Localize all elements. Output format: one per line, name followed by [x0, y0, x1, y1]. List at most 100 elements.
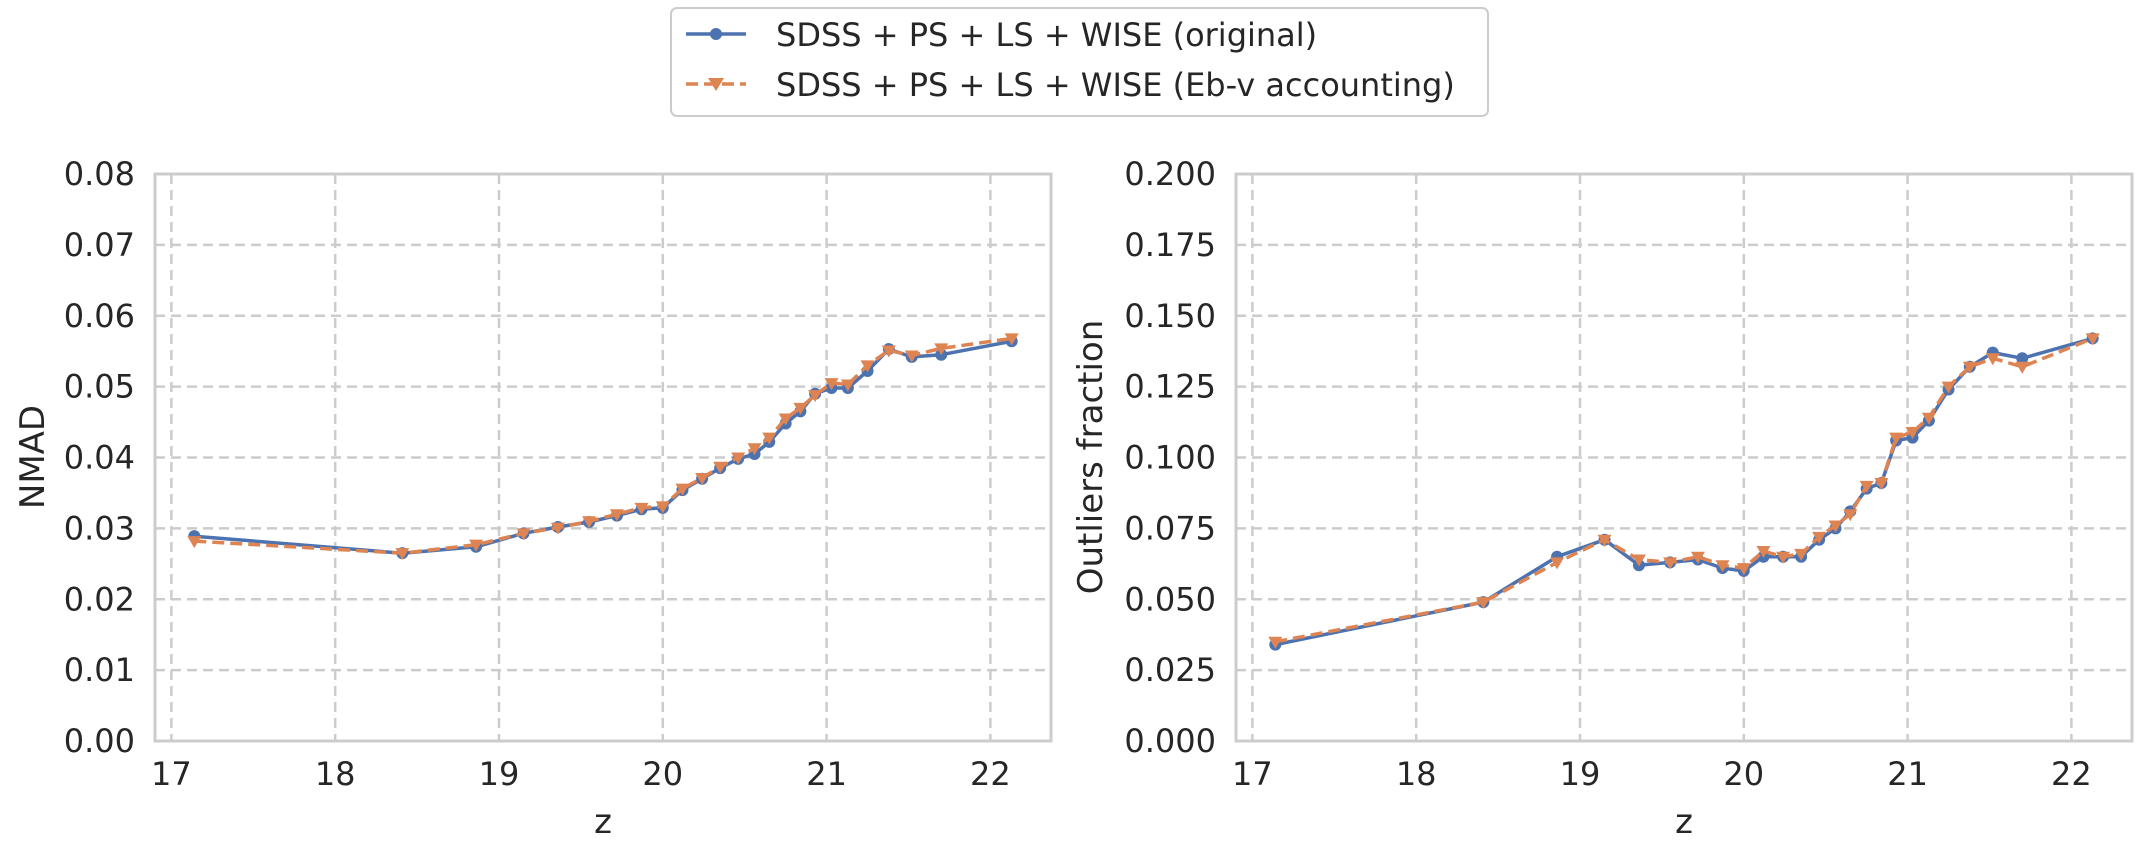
nmad-point-ebv: [713, 461, 728, 474]
outliers-y-tick-label: 0.125: [1124, 368, 1216, 406]
outliers-y-tick-label: 0.200: [1124, 155, 1216, 193]
outliers-point-ebv: [1985, 353, 2000, 366]
nmad-x-tick-label: 20: [642, 755, 683, 793]
outliers-point-ebv: [1794, 548, 1809, 561]
outliers-point-ebv: [2015, 361, 2030, 374]
nmad-point-ebv: [747, 443, 762, 456]
nmad-point-ebv: [187, 536, 202, 549]
nmad-point-ebv: [762, 432, 777, 445]
outliers-point-ebv: [1597, 534, 1612, 547]
outliers-y-axis-label: Outliers fraction: [1071, 320, 1111, 595]
outliers-x-tick-label: 20: [1723, 755, 1764, 793]
outliers-point-ebv: [1921, 412, 1936, 425]
outliers-y-tick-label: 0.025: [1124, 651, 1216, 689]
nmad-point-ebv: [655, 501, 670, 514]
nmad-point-ebv: [634, 502, 649, 515]
outliers-panel: 17 18 19 20 21 22 0.000 0.025 0.050 0.075 0.100 0.1…: [1071, 155, 2134, 842]
outliers-point-ebv: [1736, 563, 1751, 576]
nmad-point-ebv: [609, 509, 624, 522]
nmad-y-tick-label: 0.07: [64, 226, 135, 264]
outliers-point-ebv: [1476, 597, 1491, 610]
outliers-y-tick-label: 0.100: [1124, 439, 1216, 477]
outliers-point-ebv: [1715, 560, 1730, 573]
nmad-tick-labels: 17 18 19 20 21 22 0.00 0.01 0.02 0.03 0.04 0.05 0.06…: [64, 155, 1011, 793]
legend-marker-triangle-down-icon: [708, 78, 724, 91]
outliers-point-ebv: [1905, 426, 1920, 439]
nmad-y-tick-label: 0.05: [64, 368, 135, 406]
nmad-grid: [155, 174, 1051, 741]
legend-label-ebv: SDSS + PS + LS + WISE (Eb-v accounting): [776, 66, 1455, 104]
nmad-y-axis-label: NMAD: [13, 405, 53, 509]
nmad-x-axis-label: z: [594, 802, 612, 842]
nmad-point-ebv: [860, 360, 875, 373]
outliers-point-ebv: [1889, 432, 1904, 445]
outliers-point-ebv: [1631, 554, 1646, 567]
outliers-y-tick-label: 0.050: [1124, 580, 1216, 618]
outliers-y-tick-label: 0.150: [1124, 297, 1216, 335]
nmad-y-tick-label: 0.03: [64, 509, 135, 547]
nmad-point-ebv: [904, 350, 919, 363]
outliers-point-original: [2016, 352, 2029, 365]
outliers-point-ebv: [1874, 478, 1889, 491]
outliers-y-tick-label: 0.000: [1124, 722, 1216, 760]
nmad-point-ebv: [675, 483, 690, 496]
nmad-y-tick-label: 0.02: [64, 580, 135, 618]
outliers-point-ebv: [1550, 557, 1565, 570]
legend-entry-ebv: SDSS + PS + LS + WISE (Eb-v accounting): [686, 66, 1455, 104]
nmad-x-tick-label: 19: [479, 755, 520, 793]
outliers-x-tick-label: 17: [1232, 755, 1273, 793]
nmad-point-ebv: [395, 548, 410, 561]
nmad-point-ebv: [469, 539, 484, 552]
nmad-series: [187, 333, 1019, 561]
nmad-point-ebv: [778, 413, 793, 426]
outliers-x-tick-label: 19: [1560, 755, 1601, 793]
nmad-point-ebv: [881, 345, 896, 358]
outliers-x-axis-label: z: [1675, 802, 1693, 842]
legend-marker-circle-icon: [710, 28, 722, 40]
outliers-point-ebv: [1690, 551, 1705, 564]
nmad-point-ebv: [516, 528, 531, 541]
outliers-point-ebv: [1941, 381, 1956, 394]
legend: SDSS + PS + LS + WISE (original) SDSS + …: [670, 7, 1489, 117]
nmad-y-tick-label: 0.08: [64, 155, 135, 193]
nmad-point-ebv: [695, 473, 710, 486]
legend-label-original: SDSS + PS + LS + WISE (original): [776, 16, 1317, 54]
nmad-point-ebv: [808, 390, 823, 403]
outliers-point-ebv: [1776, 551, 1791, 564]
outliers-point-ebv: [1962, 361, 1977, 374]
outliers-point-ebv: [1812, 531, 1827, 544]
nmad-point-ebv: [731, 452, 746, 465]
nmad-point-ebv: [840, 379, 855, 392]
outliers-point-ebv: [1663, 557, 1678, 570]
outliers-tick-labels: 17 18 19 20 21 22 0.000 0.025 0.050 0.075 0.100 0.1…: [1124, 155, 2091, 793]
nmad-y-tick-label: 0.01: [64, 651, 135, 689]
nmad-x-tick-label: 18: [315, 755, 356, 793]
outliers-point-ebv: [1843, 509, 1858, 522]
nmad-x-tick-label: 21: [806, 755, 847, 793]
outliers-point-ebv: [1828, 520, 1843, 533]
outliers-point-ebv: [2085, 333, 2100, 346]
legend-entry-original: SDSS + PS + LS + WISE (original): [686, 16, 1317, 54]
nmad-x-tick-label: 17: [151, 755, 192, 793]
nmad-panel: 17 18 19 20 21 22 0.00 0.01 0.02 0.03 0.04 0.05 0.06…: [13, 155, 1053, 842]
outliers-point-ebv: [1268, 636, 1283, 649]
nmad-point-ebv: [550, 522, 565, 535]
outliers-y-tick-label: 0.075: [1124, 509, 1216, 547]
nmad-y-tick-label: 0.06: [64, 297, 135, 335]
nmad-y-tick-label: 0.00: [64, 722, 135, 760]
nmad-point-ebv: [793, 402, 808, 415]
nmad-y-tick-label: 0.04: [64, 439, 135, 477]
outliers-point-ebv: [1859, 480, 1874, 493]
outliers-x-tick-label: 21: [1887, 755, 1928, 793]
outliers-y-tick-label: 0.175: [1124, 226, 1216, 264]
nmad-point-ebv: [824, 378, 839, 391]
nmad-x-tick-label: 22: [970, 755, 1011, 793]
legend-frame: [670, 7, 1489, 117]
outliers-series: [1268, 332, 2100, 651]
outliers-grid: [1236, 174, 2132, 741]
nmad-point-ebv: [582, 516, 597, 529]
outliers-x-tick-label: 18: [1396, 755, 1437, 793]
outliers-point-ebv: [1756, 546, 1771, 559]
nmad-point-ebv: [1004, 333, 1019, 346]
